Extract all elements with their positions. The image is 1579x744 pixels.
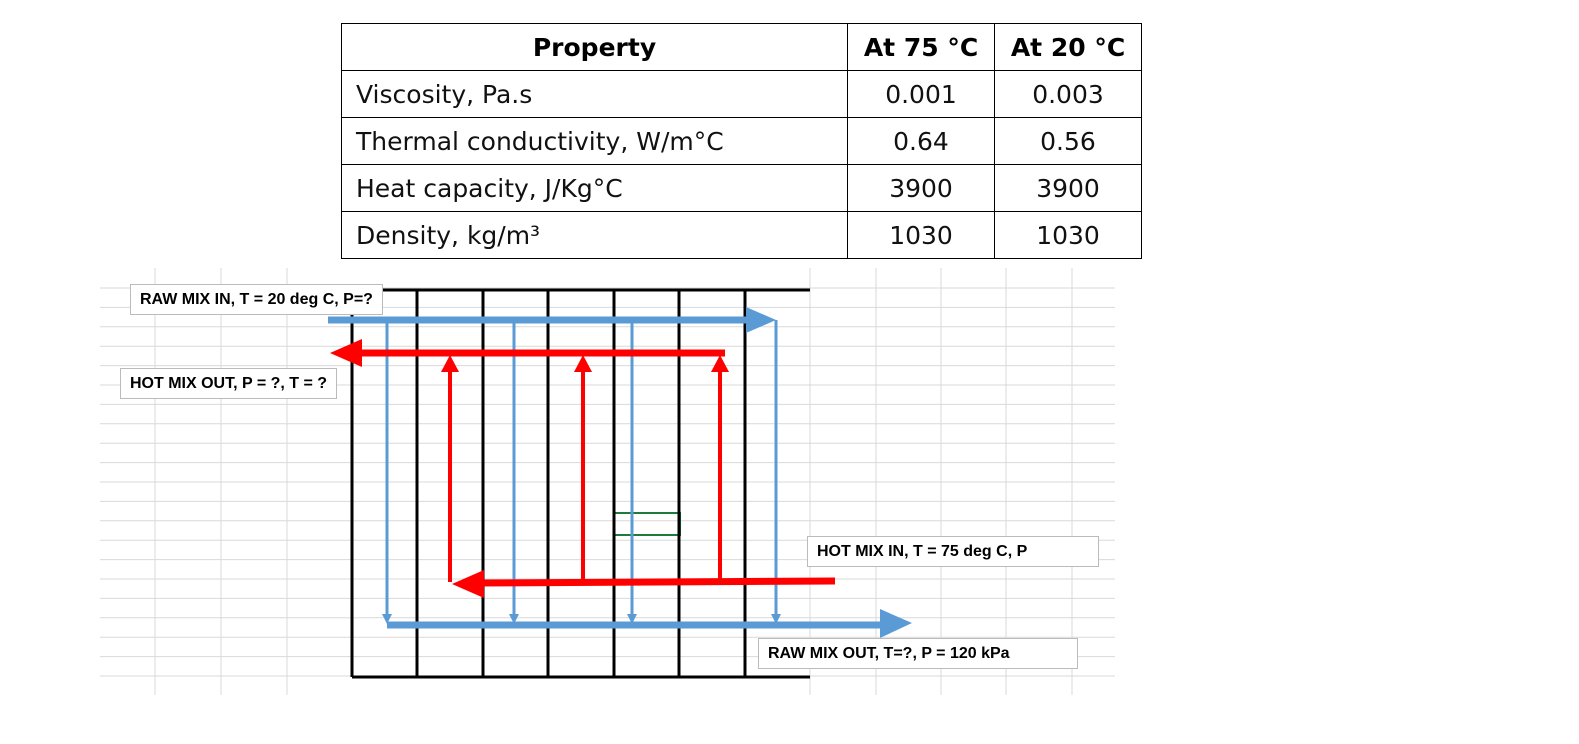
cell: 3900 [994,164,1142,212]
cell: 1030 [994,211,1142,259]
label: HOT MIX OUT, P = ?, T = ? [120,368,338,399]
hot-flow [330,339,836,598]
header-cell: At 20 °C [994,23,1142,71]
header-cell: Property [341,23,848,71]
cell: Density, kg/m³ [341,211,848,259]
cell: Thermal conductivity, W/m°C [341,117,848,165]
label: RAW MIX OUT, T=?, P = 120 kPa [758,638,1078,669]
label: HOT MIX IN, T = 75 deg C, P [807,536,1099,567]
cold-flow [328,307,912,638]
cell: 0.001 [847,70,995,118]
cell: 3900 [847,164,995,212]
label: RAW MIX IN, T = 20 deg C, P=? [130,284,383,315]
cell-selection [613,512,681,536]
cell: 0.003 [994,70,1142,118]
cell: Viscosity, Pa.s [341,70,848,118]
header-cell: At 75 °C [847,23,995,71]
sheet-grid [100,268,1115,695]
cell: 0.56 [994,117,1142,165]
property-table: Property At 75 °C At 20 °C Viscosity, Pa… [341,23,1142,259]
cell: 0.64 [847,117,995,165]
cell: 1030 [847,211,995,259]
cell: Heat capacity, J/Kg°C [341,164,848,212]
